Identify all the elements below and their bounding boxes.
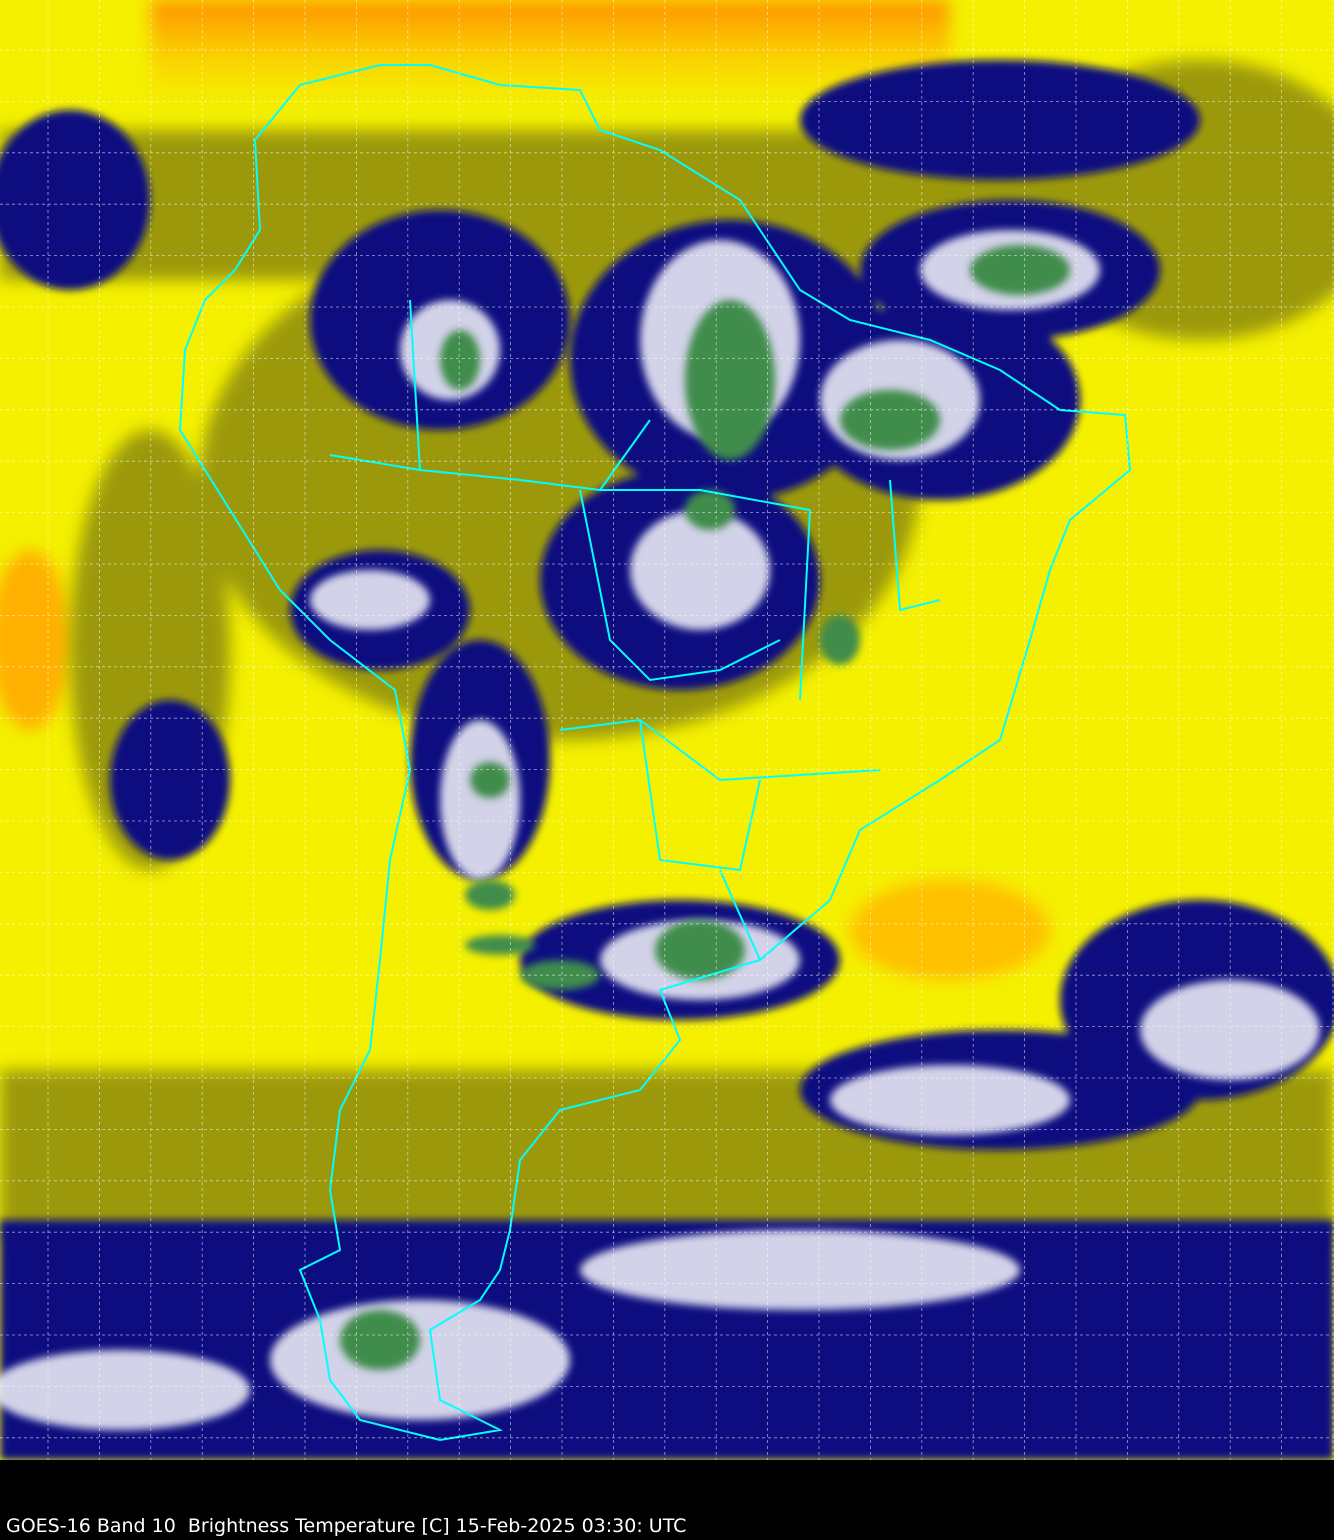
satellite-image [0, 0, 1334, 1460]
image-caption: GOES-16 Band 10 Brightness Temperature [… [6, 1515, 687, 1537]
south-america-coastline [178, 64, 1132, 1442]
country-borders [178, 64, 1132, 1442]
caption-bar [0, 1460, 1334, 1540]
lat-lon-grid [0, 0, 1334, 1460]
internal-borders [329, 299, 941, 961]
coldest-green-tops [340, 245, 1070, 1370]
orange-warm-band [0, 0, 1050, 980]
